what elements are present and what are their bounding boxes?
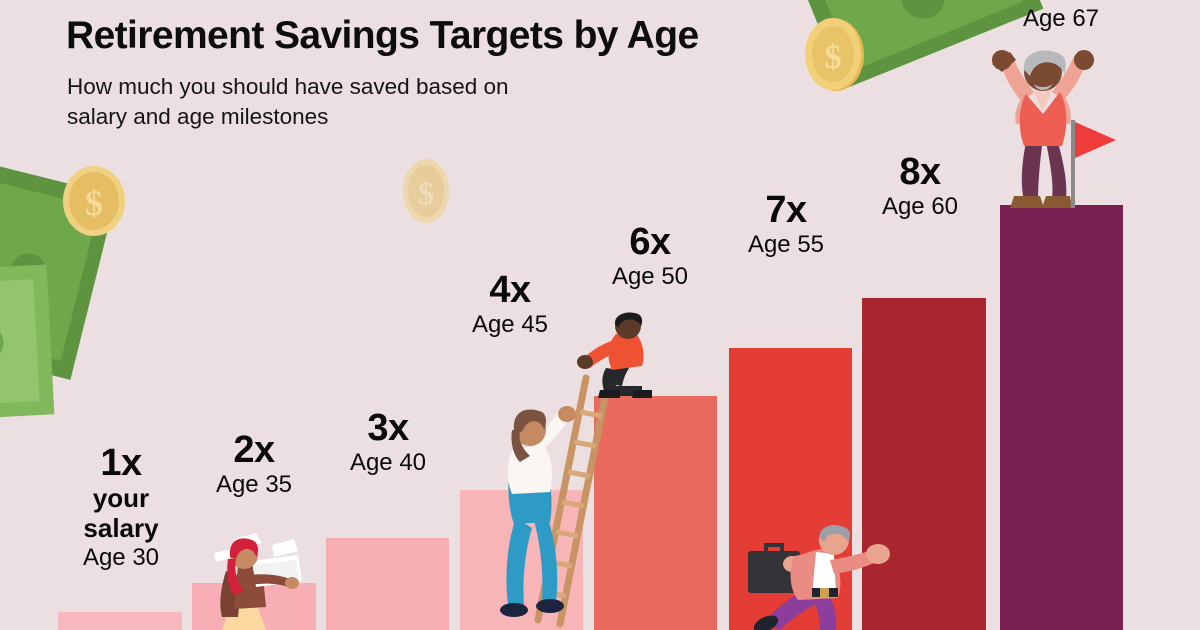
bar-label-1x-age: Age 30 bbox=[82, 544, 160, 571]
bar-label-1x-line2: your bbox=[92, 483, 150, 513]
bar-label-3x-age: Age 40 bbox=[349, 449, 427, 476]
coin-center-faded: $ bbox=[398, 156, 454, 226]
bar-label-2x-age: Age 35 bbox=[215, 471, 293, 498]
bar-8x bbox=[862, 298, 986, 630]
bar-label-6x: 6x Age 50 bbox=[586, 222, 714, 291]
page-title: Retirement Savings Targets by Age bbox=[66, 14, 699, 57]
bar-label-8x-age: Age 60 bbox=[881, 193, 959, 220]
bar-6x bbox=[594, 396, 717, 630]
bar-label-6x-multiple: 6x bbox=[629, 221, 671, 263]
svg-text:$: $ bbox=[825, 39, 842, 76]
bar-label-7x-age: Age 55 bbox=[747, 231, 825, 258]
woman-climbing-ladder bbox=[500, 368, 620, 630]
page-subtitle: How much you should have saved based on … bbox=[67, 74, 509, 129]
bar-3x bbox=[326, 538, 449, 630]
svg-text:$: $ bbox=[418, 175, 434, 211]
bar-label-1x-line3: salary bbox=[83, 513, 159, 543]
bar-label-8x: 8x Age 60 bbox=[856, 152, 984, 221]
bar-label-4x: 4x Age 45 bbox=[446, 270, 574, 339]
celebrating-retiree bbox=[978, 38, 1108, 213]
bar-label-3x-multiple: 3x bbox=[367, 407, 409, 449]
summit-flag bbox=[1064, 118, 1128, 210]
bar-1x bbox=[58, 612, 182, 630]
man-pulling-up-ladder bbox=[576, 310, 686, 405]
bar-label-10x-multiple: 10x bbox=[996, 0, 1126, 4]
bar-label-4x-age: Age 45 bbox=[471, 311, 549, 338]
bar-label-6x-age: Age 50 bbox=[611, 263, 689, 290]
bar-label-4x-multiple: 4x bbox=[489, 269, 531, 311]
bar-label-7x: 7x Age 55 bbox=[722, 190, 850, 259]
coin-left: $ bbox=[60, 162, 130, 240]
bar-label-2x: 2x Age 35 bbox=[190, 430, 318, 499]
bar-label-10x: 10x Age 67 bbox=[996, 0, 1126, 33]
bar-label-1x: 1x your salary Age 30 bbox=[56, 443, 186, 572]
svg-text:$: $ bbox=[85, 183, 103, 223]
bar-label-10x-age: Age 67 bbox=[1022, 5, 1100, 32]
bar-label-2x-multiple: 2x bbox=[233, 429, 275, 471]
bar-label-3x: 3x Age 40 bbox=[324, 408, 452, 477]
woman-carrying-papers bbox=[186, 525, 336, 630]
bar-label-8x-multiple: 8x bbox=[899, 151, 941, 193]
coin-top-right: $ bbox=[800, 14, 870, 94]
bar-label-7x-multiple: 7x bbox=[765, 189, 807, 231]
bar-label-1x-multiple: 1x bbox=[100, 442, 142, 484]
bar-10x bbox=[1000, 205, 1123, 630]
running-businessman bbox=[732, 520, 902, 630]
